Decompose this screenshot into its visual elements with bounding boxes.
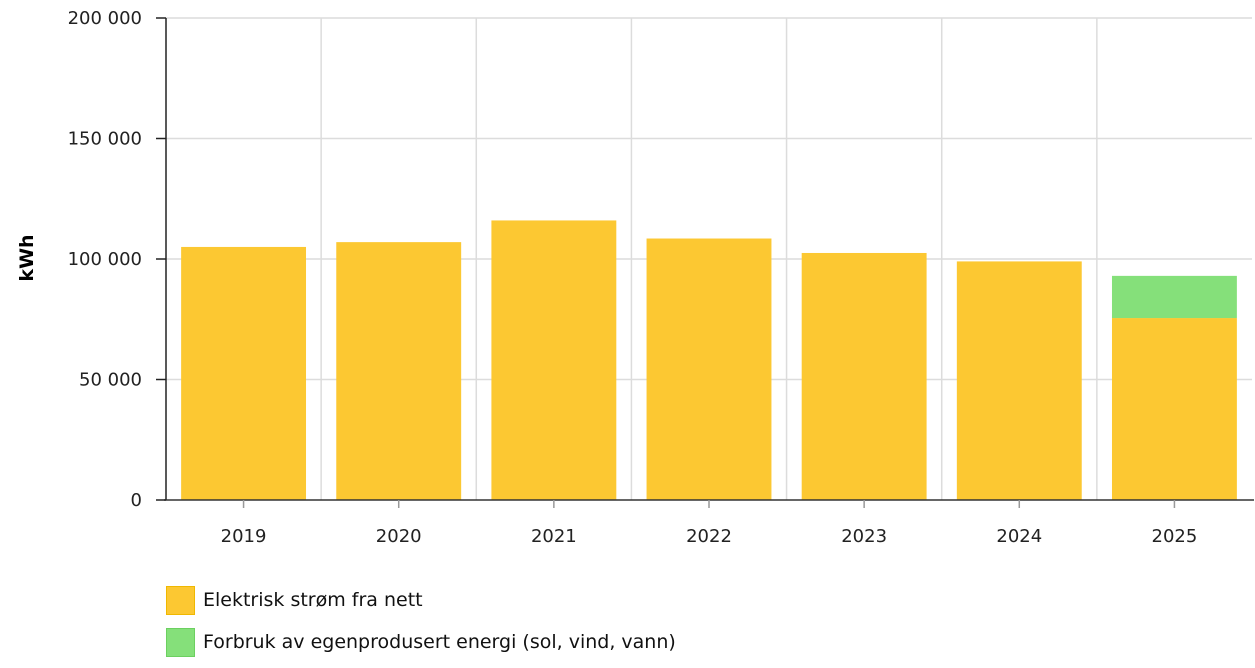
y-tick-labels: 0 50 000 100 000 150 000 200 000	[68, 8, 142, 511]
bars	[181, 220, 1237, 500]
y-tick-label: 0	[131, 490, 142, 511]
bar-2022-series-0[interactable]	[646, 238, 772, 500]
x-tick-label: 2023	[841, 526, 887, 547]
bar-2025-series-1[interactable]	[1111, 275, 1237, 319]
y-tick-label: 200 000	[68, 8, 142, 29]
bar-2021-series-0[interactable]	[491, 220, 617, 500]
y-tick-label: 100 000	[68, 249, 142, 270]
bar-2023-series-0[interactable]	[801, 252, 927, 500]
bar-2020-series-0[interactable]	[336, 242, 462, 500]
axes	[156, 17, 1254, 508]
x-tick-label: 2022	[686, 526, 732, 547]
x-tick-label: 2021	[531, 526, 577, 547]
legend-swatch-self-produced	[166, 627, 195, 657]
x-tick-label: 2025	[1152, 526, 1198, 547]
bar-2024-series-0[interactable]	[956, 261, 1082, 500]
x-tick-label: 2019	[221, 526, 267, 547]
x-tick-label: 2024	[996, 526, 1042, 547]
x-tick-label: 2020	[376, 526, 422, 547]
y-tick-label: 150 000	[68, 129, 142, 150]
legend-label-grid: Elektrisk strøm fra nett	[203, 589, 423, 611]
bar-2019-series-0[interactable]	[181, 246, 307, 500]
legend-item-self-produced[interactable]: Forbruk av egenprodusert energi (sol, vi…	[166, 626, 676, 658]
legend: Elektrisk strøm fra nett Forbruk av egen…	[166, 584, 676, 668]
bar-2025-series-0[interactable]	[1111, 318, 1237, 500]
y-axis-title: kWh	[16, 234, 38, 281]
x-tick-labels: 2019 2020 2021 2022 2023 2024 2025	[221, 526, 1198, 547]
legend-swatch-grid	[166, 585, 195, 615]
legend-item-grid[interactable]: Elektrisk strøm fra nett	[166, 584, 676, 616]
bar-chart: 0 50 000 100 000 150 000 200 000 2019 2020 202…	[16, 8, 1254, 547]
y-tick-label: 50 000	[79, 370, 142, 391]
legend-label-self-produced: Forbruk av egenprodusert energi (sol, vi…	[203, 631, 676, 653]
